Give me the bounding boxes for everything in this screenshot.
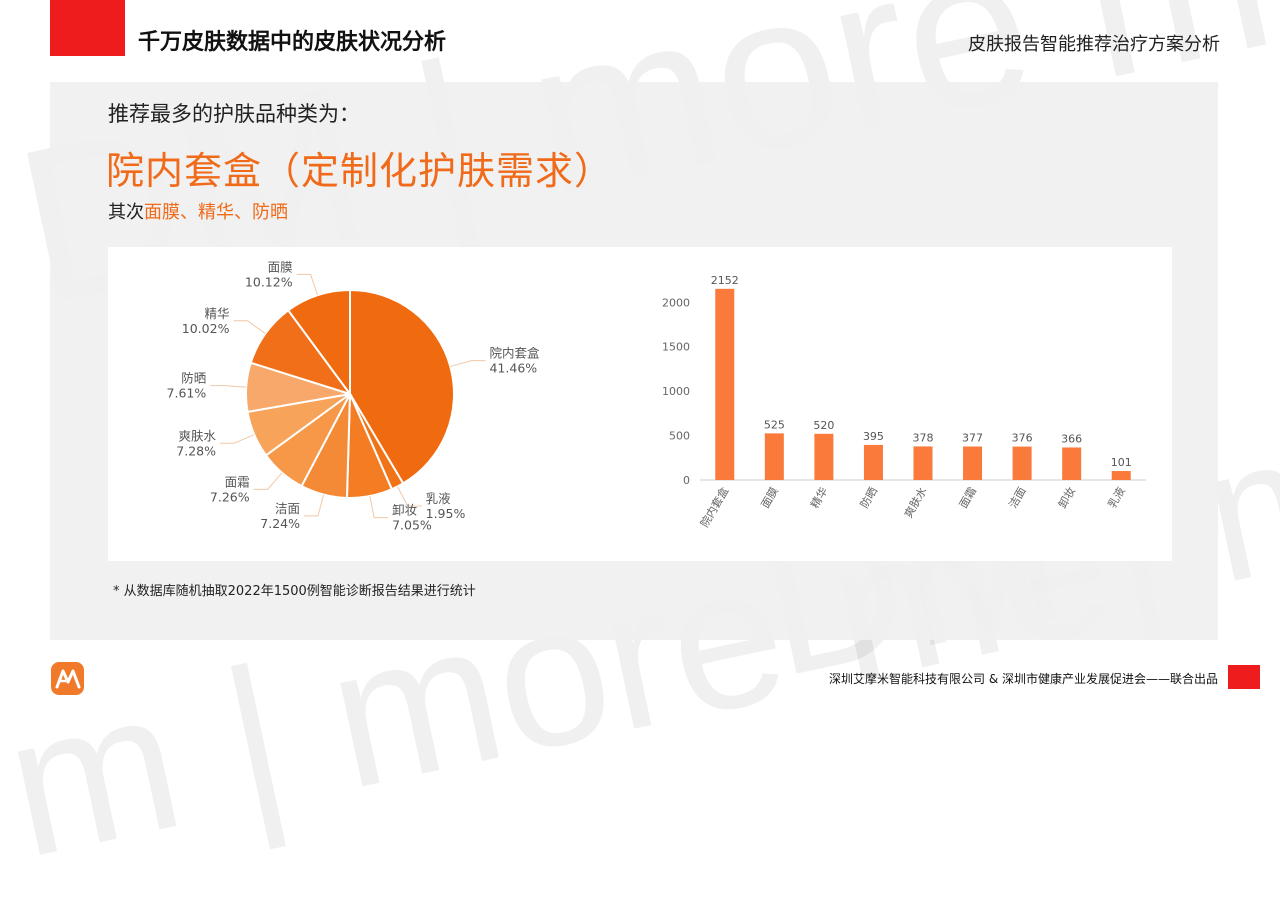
bar-category-label: 洁面: [1006, 485, 1028, 511]
bar-category-label: 卸妆: [1055, 485, 1078, 511]
pie-percent-label: 41.46%: [489, 361, 537, 376]
bar-value-label: 377: [962, 432, 983, 445]
pie-leader-line: [233, 320, 266, 334]
pie-percent-label: 10.02%: [182, 321, 230, 336]
bar-y-tick-label: 0: [683, 474, 690, 487]
pie-leader-line: [210, 385, 247, 388]
bar-value-label: 101: [1111, 456, 1132, 469]
bar-value-label: 376: [1012, 432, 1033, 445]
pie-percent-label: 7.05%: [392, 518, 432, 533]
bar: [863, 444, 883, 480]
bar: [1012, 446, 1032, 480]
bar-category-label: 面霜: [957, 485, 979, 511]
pie-leader-line: [304, 494, 325, 517]
page-title: 千万皮肤数据中的皮肤状况分析: [138, 30, 447, 55]
footer-credit: 深圳艾摩米智能科技有限公司 & 深圳市健康产业发展促进会——联合出品: [829, 672, 1218, 686]
bar-category-label: 爽肤水: [901, 485, 930, 521]
pie-label: 卸妆: [392, 503, 417, 518]
bar-value-label: 520: [813, 419, 834, 432]
pie-leader-line: [253, 472, 283, 490]
bar: [963, 446, 983, 480]
pie-percent-label: 7.24%: [260, 516, 300, 531]
bar-y-tick-label: 500: [669, 430, 690, 443]
header-red-block: [50, 0, 125, 56]
secondary-prefix: 其次: [108, 202, 144, 223]
bar-value-label: 395: [863, 430, 884, 443]
secondary-highlight: 面膜、精华、防晒: [144, 202, 288, 223]
bar: [913, 446, 933, 480]
bar-category-label: 乳液: [1105, 485, 1128, 511]
bar-value-label: 366: [1061, 432, 1082, 445]
footnote: * 从数据库随机抽取2022年1500例智能诊断报告结果进行统计: [113, 584, 476, 599]
pie-percent-label: 7.26%: [210, 489, 250, 504]
pie-label: 乳液: [426, 491, 452, 506]
bar: [715, 288, 735, 480]
bar: [764, 433, 784, 480]
pie-label: 洁面: [275, 501, 300, 516]
bar-value-label: 525: [764, 418, 785, 431]
pie-label: 面霜: [225, 474, 250, 489]
secondary-text: 其次面膜、精华、防晒: [108, 198, 288, 224]
bar-category-label: 院内套盒: [697, 485, 731, 530]
brand-logo-icon: [51, 662, 84, 695]
bar-y-tick-label: 1500: [662, 341, 690, 354]
bar-y-tick-label: 2000: [662, 296, 690, 309]
pie-leader-line: [397, 486, 422, 507]
pie-label: 防晒: [181, 371, 206, 386]
pie-label: 精华: [204, 306, 229, 321]
chart-card: 院内套盒 41.46% 乳液 1.95% 卸妆 7.05% 洁面 7.24% 面霜 7.26% 爽肤…: [108, 247, 1172, 561]
pie-label: 面膜: [268, 259, 293, 274]
pie-label: 爽肤水: [179, 428, 217, 443]
pie-percent-label: 7.61%: [167, 386, 207, 401]
bar-value-label: 378: [913, 431, 934, 444]
bar-category-label: 面膜: [759, 485, 781, 511]
bar-category-label: 精华: [807, 485, 830, 511]
pie-leader-line: [450, 360, 486, 367]
headline-text: 院内套盒（定制化护肤需求）: [106, 149, 614, 193]
pie-percent-label: 7.28%: [176, 443, 216, 458]
pie-percent-label: 10.12%: [245, 274, 293, 289]
section-title: 皮肤报告智能推荐治疗方案分析: [968, 34, 1220, 55]
pie-label: 院内套盒: [489, 346, 540, 361]
bar: [814, 433, 834, 480]
bar-value-label: 2152: [711, 274, 739, 287]
bar-category-label: 防晒: [857, 485, 880, 511]
intro-text: 推荐最多的护肤品种类为：: [108, 102, 360, 126]
bar-chart: 0 500 1000 1500 2000 2152 院内套盒 525 面膜 520 精华 395 防晒 3…: [662, 274, 1146, 530]
pie-leader-line: [369, 495, 389, 519]
pie-leader-line: [220, 434, 255, 444]
bar: [1062, 447, 1082, 480]
bar: [1111, 471, 1131, 480]
footer-red-block: [1228, 665, 1260, 689]
pie-leader-line: [296, 273, 318, 296]
pie-percent-label: 1.95%: [426, 506, 466, 521]
bar-y-tick-label: 1000: [662, 385, 690, 398]
